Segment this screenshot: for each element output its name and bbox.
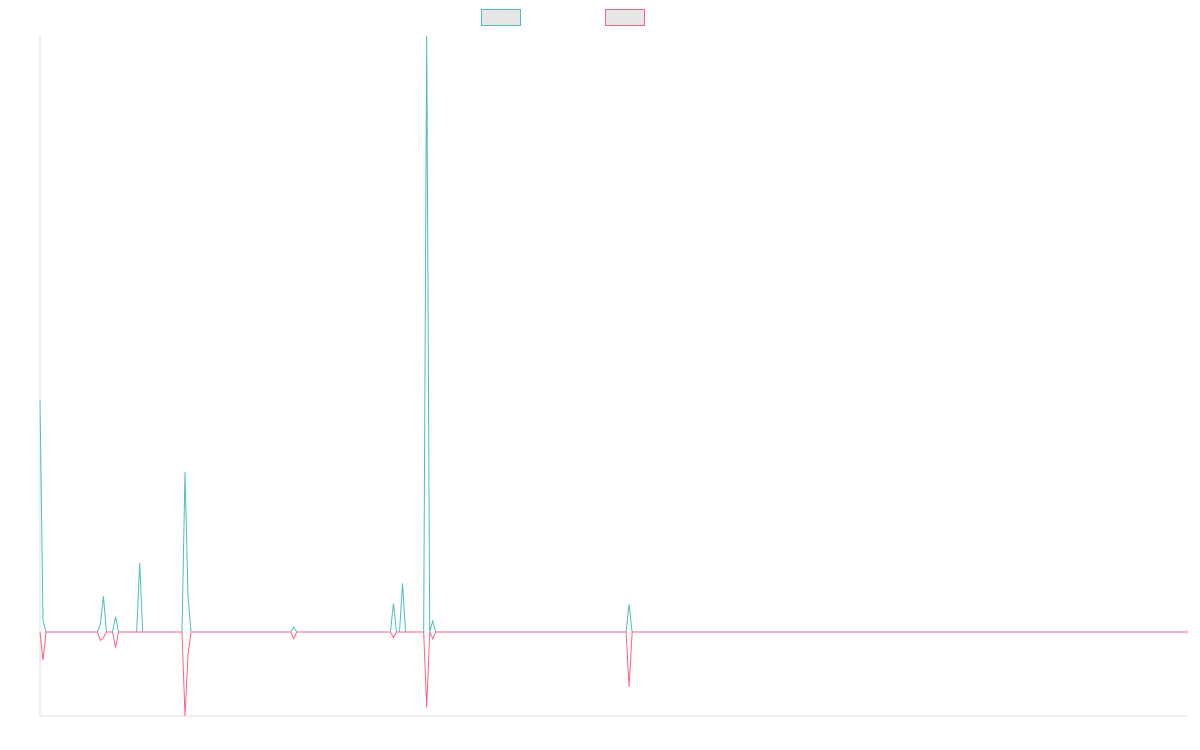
legend-swatch-2[interactable] <box>605 9 645 26</box>
legend[interactable] <box>481 9 645 26</box>
legend-swatch-1[interactable] <box>481 9 521 26</box>
series-line-2 <box>39 631 1188 717</box>
series-layer <box>39 35 1188 717</box>
series-line-1 <box>39 35 1188 633</box>
axes <box>39 36 1188 717</box>
